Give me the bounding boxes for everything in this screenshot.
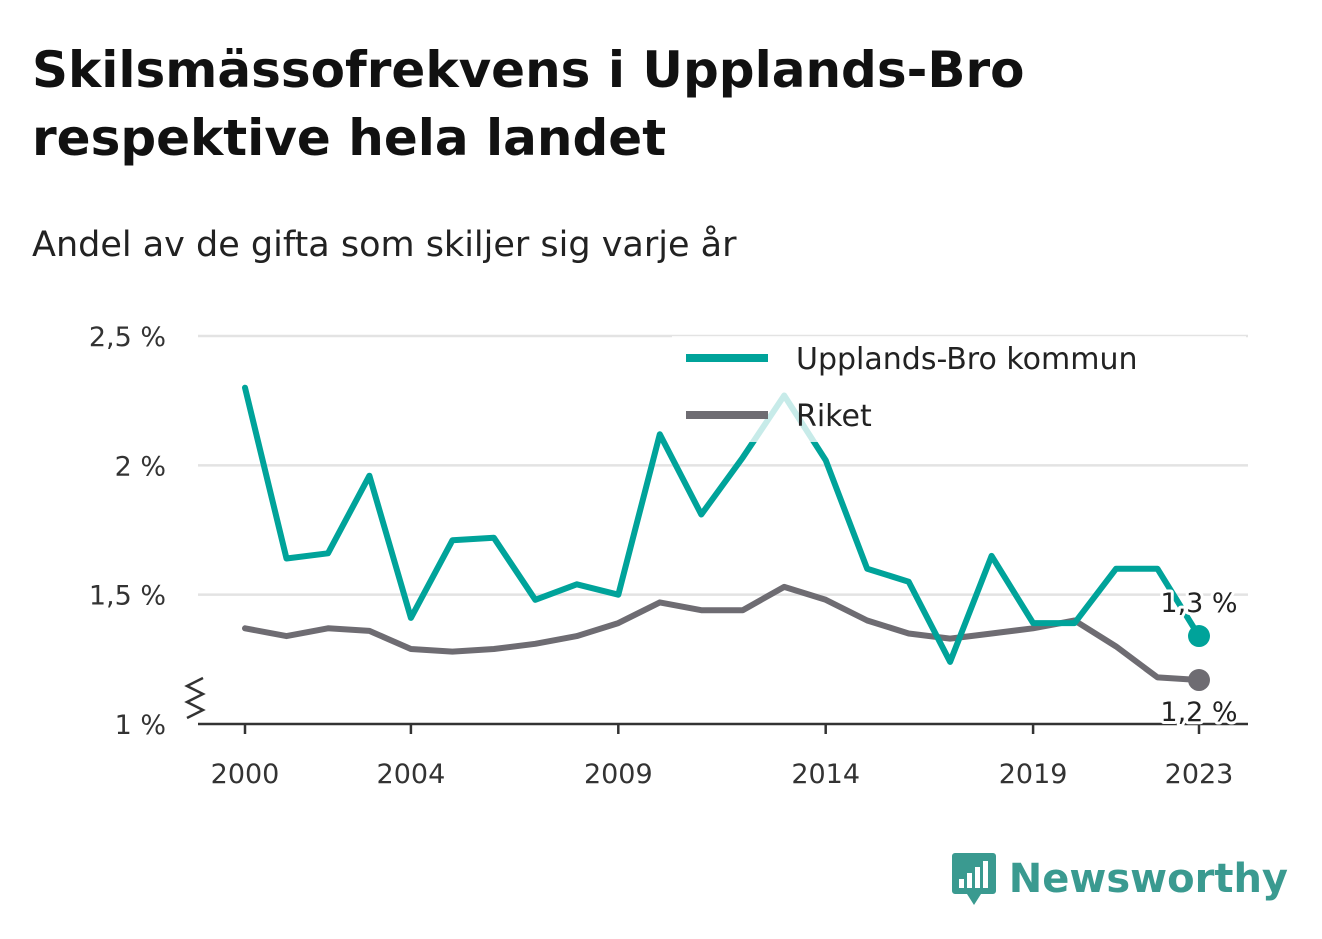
x-tick-label: 2004 xyxy=(377,759,446,790)
series-end-point xyxy=(1188,669,1210,692)
chart-title: Skilsmässofrekvens i Upplands-Bro respek… xyxy=(32,41,1025,167)
end-label: 1,2 % xyxy=(1160,697,1237,728)
bar-chart-speech-icon xyxy=(951,853,996,905)
chart-subtitle: Andel av de gifta som skiljer sig varje … xyxy=(32,225,737,265)
legend-label: Upplands-Bro kommun xyxy=(796,342,1137,377)
brand-name: Newsworthy xyxy=(1008,856,1288,902)
y-tick-label: 1,5 % xyxy=(89,581,166,612)
series-line xyxy=(242,583,1202,683)
axis-break-icon xyxy=(184,676,206,720)
legend-label: Riket xyxy=(796,399,872,434)
legend-background xyxy=(672,336,1246,442)
x-tick-label: 2000 xyxy=(211,759,280,790)
y-tick-label: 1 % xyxy=(115,710,166,741)
legend: Upplands-Bro kommun Riket xyxy=(672,336,1246,442)
end-labels: 1,3 % 1,2 % xyxy=(1157,585,1240,731)
line-chart: 1 % 1,5 % 2 % 2,5 % 2000 2004 2009 2014 2019 202… xyxy=(89,322,1248,790)
y-tick-label: 2 % xyxy=(115,451,166,482)
y-tick-label: 2,5 % xyxy=(89,322,166,353)
y-axis: 1 % 1,5 % 2 % 2,5 % xyxy=(89,322,166,741)
newsworthy-logo: Newsworthy xyxy=(951,851,1288,907)
x-tick-label: 2019 xyxy=(999,759,1068,790)
x-tick-label: 2009 xyxy=(584,759,653,790)
x-axis: 2000 2004 2009 2014 2019 2023 xyxy=(184,676,1248,790)
x-tick-label: 2023 xyxy=(1165,759,1234,790)
x-tick-label: 2014 xyxy=(791,759,860,790)
series-line xyxy=(242,384,1202,665)
end-label: 1,3 % xyxy=(1160,588,1237,619)
series-end-point xyxy=(1188,625,1210,648)
series-layer xyxy=(242,384,1210,692)
